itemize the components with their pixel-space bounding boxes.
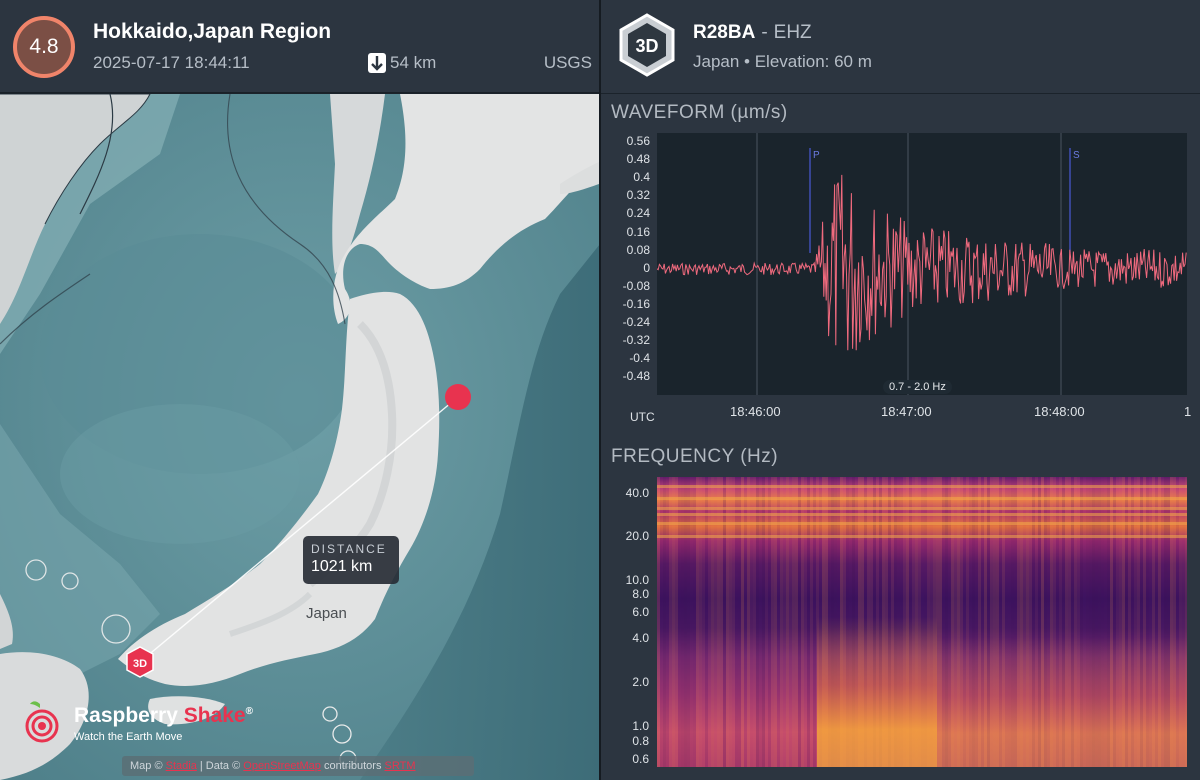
waveform-canvas[interactable]: P S [656,133,1187,395]
logo-name-shake: Shake [183,704,246,727]
attribution-mid: | Data © [199,760,241,772]
event-datetime: 2025-07-17 18:44:11 [93,53,250,72]
arrow-down-icon [368,53,386,73]
s-wave-label: S [1073,150,1080,161]
frequency-y-tick: 2.0 [632,675,649,689]
station-marker[interactable]: 3D [126,646,154,678]
map-view[interactable]: 3D DISTANCE 1021 km Japan [0,94,599,780]
logo-reg: ® [245,706,253,717]
frequency-y-tick: 10.0 [625,573,649,587]
depth-value: 54 km [390,53,437,72]
x-tick-end: 1 [1184,404,1192,419]
waveform-y-tick: 0.32 [626,188,650,203]
spectrogram-canvas[interactable] [657,477,1188,767]
station-3d-badge: 3D [619,13,675,77]
distance-value: 1021 km [311,558,373,575]
attribution-link-srtm[interactable]: SRTM [384,760,416,772]
p-wave-label: P [813,150,820,161]
distance-tooltip: DISTANCE 1021 km [303,536,399,584]
panel-divider [599,0,601,780]
frequency-y-tick: 40.0 [625,486,649,500]
x-tick-1848: 18:48:00 [1034,404,1085,419]
map-canvas[interactable]: 3D [0,94,599,780]
station-badge-text: 3D [635,36,658,56]
station-marker-label: 3D [133,658,147,670]
station-location: Japan • Elevation: 60 m [693,52,872,71]
logo-name-raspberry: Raspberry [74,704,178,727]
waveform-y-tick: 0.56 [626,134,650,148]
logo-text: Raspberry Shake® [74,704,253,728]
frequency-y-tick: 6.0 [632,605,649,619]
logo-tagline: Watch the Earth Move [74,731,183,743]
frequency-y-tick: 0.6 [632,752,649,766]
waveform-plot[interactable]: P S [656,133,1187,395]
station-channel: EHZ [773,22,812,43]
spectrogram-plot[interactable] [657,477,1188,767]
raspberry-shake-logo[interactable]: Raspberry Shake® Watch the Earth Move [22,698,282,748]
frequency-y-tick: 20.0 [625,529,649,543]
event-title: Hokkaido,Japan Region [93,20,332,43]
station-header: 3D R28BA - EHZ Japan • Elevation: 60 m [601,0,1200,93]
map-attribution: Map © Stadia | Data © OpenStreetMap cont… [122,756,474,776]
attribution-link-stadia[interactable]: Stadia [165,760,197,772]
distance-line [139,396,459,663]
waveform-y-tick: -0.4 [629,351,650,366]
frequency-y-tick: 8.0 [632,587,649,601]
station-title: R28BA - EHZ [693,22,812,44]
waveform-y-tick: 0.24 [626,206,650,221]
waveform-y-tick: -0.16 [622,296,650,311]
frequency-y-tick: 1.0 [632,719,649,733]
magnitude-value: 4.8 [29,35,59,58]
station-separator: - [761,22,768,43]
waveform-y-tick: 0.48 [626,152,650,167]
magnitude-badge: 4.8 [13,16,75,78]
waveform-y-tick: -0.08 [622,278,650,293]
waveform-y-tick: 0.08 [626,242,650,257]
frequency-title: FREQUENCY (Hz) [611,446,779,467]
event-source: USGS [543,53,592,72]
raspberry-icon [25,701,59,743]
attribution-link-osm[interactable]: OpenStreetMap [243,760,321,772]
event-header: 4.8 Hokkaido,Japan Region 2025-07-17 18:… [0,0,600,93]
map-country-label: Japan [306,605,347,622]
filter-band-label: 0.7 - 2.0 Hz [883,380,952,394]
waveform-title: WAVEFORM (µm/s) [611,102,788,123]
attribution-prefix: Map © [130,760,163,772]
station-code: R28BA [693,22,756,43]
waveform-y-tick: 0 [643,260,650,275]
frequency-y-tick: 0.8 [632,734,649,748]
waveform-y-tick: -0.24 [622,315,650,329]
distance-label: DISTANCE [311,542,387,556]
event-depth: 54 km [368,53,436,73]
waveform-trace [656,174,1187,351]
frequency-y-tick: 4.0 [632,631,649,645]
x-tick-1846: 18:46:00 [730,404,781,419]
utc-label: UTC [630,410,655,424]
waveform-y-tick: 0.16 [626,224,650,239]
waveform-y-tick: 0.4 [633,170,650,185]
attribution-suffix: contributors [323,760,382,772]
x-tick-1847: 18:47:00 [881,404,932,419]
event-marker[interactable] [445,384,471,410]
waveform-y-tick: -0.32 [622,333,650,348]
waveform-y-tick: -0.48 [622,369,650,384]
